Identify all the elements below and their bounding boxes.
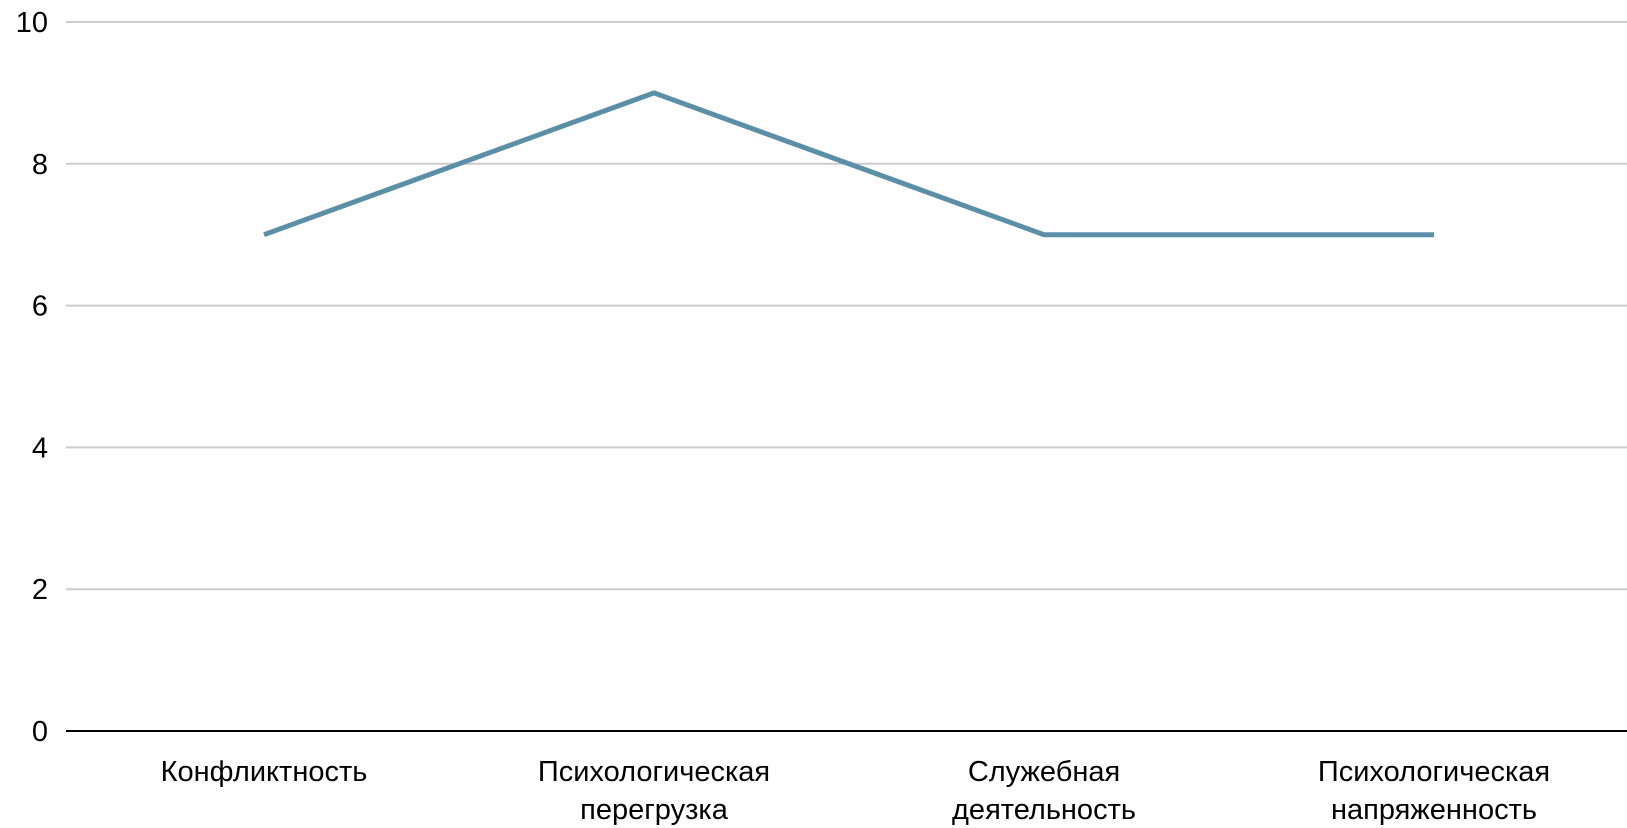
x-axis-categories: Конфликтность Психологическая перегрузка Сл… <box>161 756 1550 826</box>
x-category: Конфликтность <box>161 756 368 788</box>
x-tick-label: Служебная <box>968 756 1120 788</box>
y-tick-label: 4 <box>32 432 48 464</box>
gridlines <box>66 21 1627 591</box>
series-line <box>263 90 1434 238</box>
y-tick-label: 2 <box>32 574 48 606</box>
x-tick-label: Психологическая <box>1318 756 1550 788</box>
x-tick-label: Конфликтность <box>161 756 368 788</box>
y-tick-label: 0 <box>32 716 48 748</box>
y-tick-label: 6 <box>32 291 48 323</box>
y-tick-label: 10 <box>16 7 48 39</box>
x-category: Психологическая перегрузка <box>538 756 770 826</box>
x-tick-label: Психологическая <box>538 756 770 788</box>
x-tick-label: перегрузка <box>580 794 729 826</box>
x-tick-label: напряженность <box>1331 794 1537 826</box>
x-tick-label: деятельность <box>952 794 1136 826</box>
x-category: Служебная деятельность <box>952 756 1136 826</box>
y-tick-label: 8 <box>32 149 48 181</box>
series-layer <box>263 90 1434 238</box>
y-axis-ticks: 0 2 4 6 8 10 <box>16 7 48 748</box>
x-category: Психологическая напряженность <box>1318 756 1550 826</box>
